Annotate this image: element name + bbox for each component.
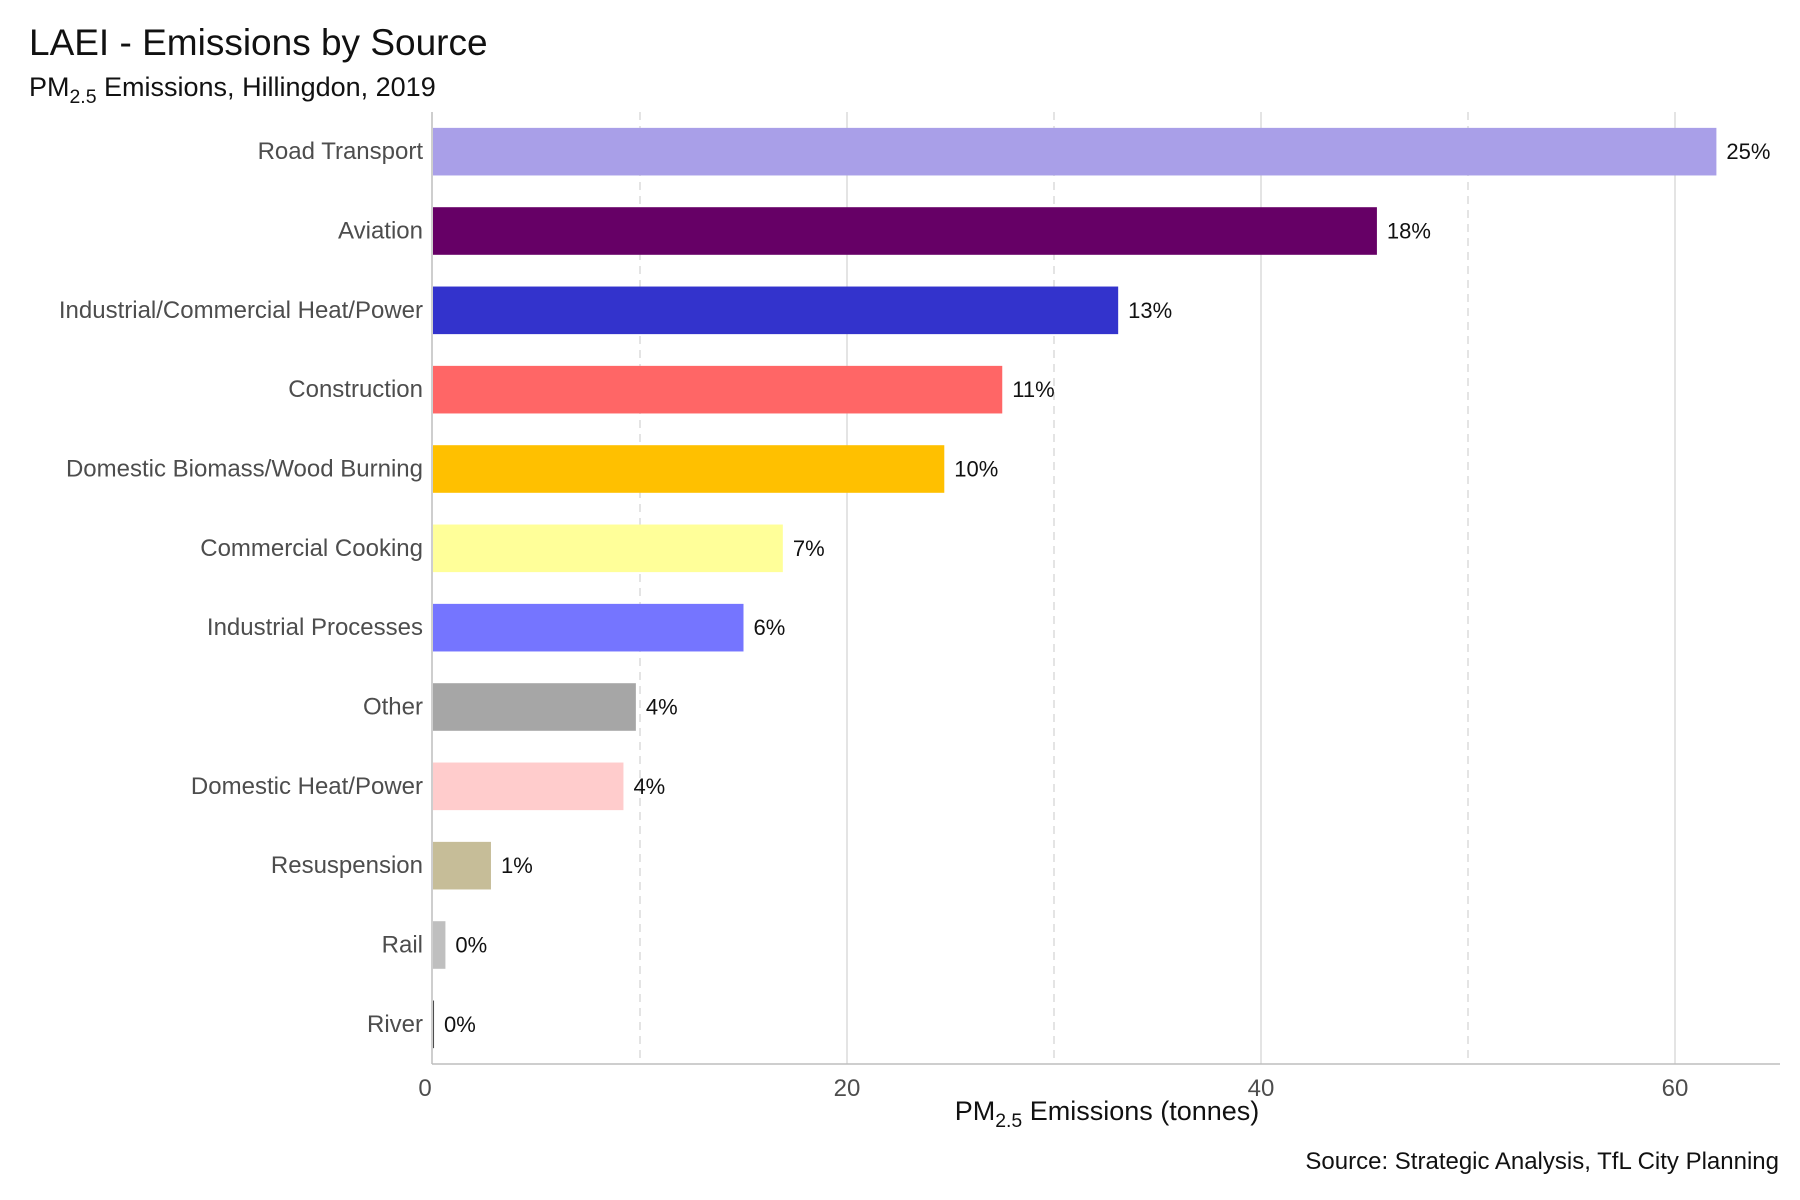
bar [433, 921, 446, 969]
value-label: 6% [754, 615, 786, 640]
value-label: 0% [444, 1012, 476, 1037]
x-tick-label: 60 [1662, 1075, 1689, 1102]
axes [431, 112, 1780, 1065]
bar [433, 762, 624, 811]
category-label: Domestic Heat/Power [191, 773, 423, 800]
value-labels: 25% 18% 13% 11% 10% 7% 6% 4% 4% 1% 0% 0% [444, 139, 1770, 1037]
value-label: 13% [1128, 298, 1172, 323]
value-label: 4% [646, 695, 678, 720]
subtitle-subscript: 2.5 [69, 85, 97, 108]
value-label: 0% [455, 933, 487, 958]
chart-title: LAEI - Emissions by Source [29, 22, 488, 63]
category-label: Aviation [338, 218, 423, 245]
category-label: Resuspension [271, 852, 423, 879]
bars [433, 127, 1717, 1049]
bar [433, 286, 1119, 335]
bar [433, 445, 945, 493]
x-axis-title: PM2.5 Emissions (tonnes) [437, 1096, 1777, 1133]
bar [433, 524, 783, 573]
value-label: 4% [633, 774, 665, 799]
source-caption: Source: Strategic Analysis, TfL City Pla… [1305, 1148, 1779, 1175]
bar [433, 1000, 435, 1049]
x-axis-title-rest: Emissions (tonnes) [1022, 1096, 1260, 1126]
category-label: Domestic Biomass/Wood Burning [66, 456, 423, 483]
gridlines [639, 112, 1676, 1064]
bar [433, 603, 744, 652]
category-label: Construction [288, 376, 423, 403]
bar [433, 207, 1377, 255]
bar [433, 683, 636, 731]
category-label: Rail [382, 932, 423, 959]
category-label: Industrial Processes [207, 614, 423, 641]
x-tick-label: 40 [1248, 1075, 1275, 1102]
value-label: 7% [793, 536, 825, 561]
x-axis-title-pm: PM [954, 1096, 996, 1126]
x-tick-label: 0 [418, 1075, 431, 1102]
category-label: River [367, 1011, 423, 1038]
category-labels: Road Transport Aviation Industrial/Commerc… [59, 138, 423, 1038]
category-label: Road Transport [258, 138, 424, 165]
subtitle-rest: Emissions, Hillingdon, 2019 [96, 72, 436, 102]
category-label: Industrial/Commercial Heat/Power [59, 297, 423, 324]
value-label: 18% [1387, 219, 1431, 244]
bar [433, 365, 1003, 414]
value-label: 25% [1726, 139, 1770, 164]
value-label: 11% [1012, 377, 1054, 402]
x-tick-label: 20 [834, 1075, 861, 1102]
value-label: 1% [501, 853, 533, 878]
subtitle-pm: PM [29, 72, 70, 102]
x-axis-title-subscript: 2.5 [995, 1109, 1023, 1132]
category-label: Commercial Cooking [200, 535, 423, 562]
bar [433, 841, 491, 890]
x-tick-labels: 0 20 40 60 [418, 1075, 1688, 1102]
category-label: Other [363, 694, 423, 721]
value-label: 10% [954, 457, 998, 482]
chart-subtitle: PM2.5 Emissions, Hillingdon, 2019 [29, 72, 436, 109]
bar [433, 127, 1717, 176]
